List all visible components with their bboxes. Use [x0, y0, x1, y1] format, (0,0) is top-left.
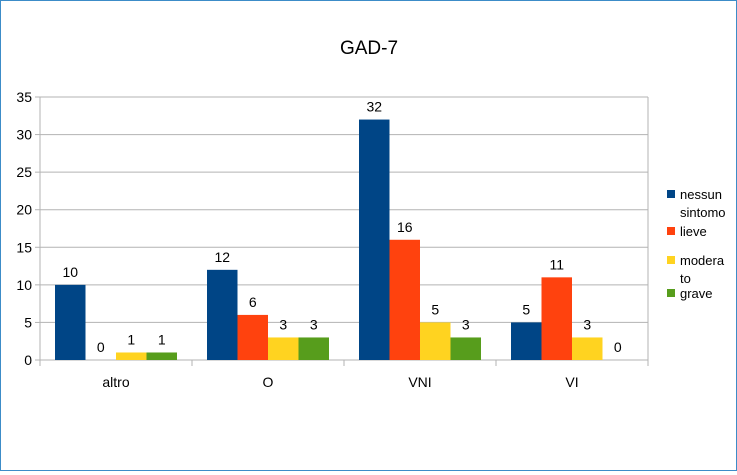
- bar-nessun-sintomo-O: [207, 269, 238, 360]
- bar-grave-VNI: [450, 337, 481, 360]
- data-label: 16: [397, 219, 413, 235]
- bar-lieve-O: [237, 314, 268, 360]
- data-label: 12: [214, 249, 230, 265]
- y-tick-label: 25: [16, 164, 32, 180]
- data-label: 3: [279, 316, 287, 332]
- data-label: 0: [97, 339, 105, 355]
- y-tick-label: 15: [16, 239, 32, 255]
- legend-label: lieve: [680, 224, 707, 239]
- bar-grave-O: [298, 337, 329, 360]
- y-tick-label: 10: [16, 277, 32, 293]
- y-axis-ticks: 0 5 10 15 20 25 30 35: [16, 89, 32, 368]
- bar-moderato-VI: [572, 337, 603, 360]
- data-label: 10: [62, 264, 78, 280]
- data-label: 3: [462, 316, 470, 332]
- x-axis-ticks: altro O VNI VI: [102, 374, 578, 390]
- data-label: 32: [366, 99, 382, 115]
- bar-lieve-VNI: [389, 239, 420, 360]
- legend-label: nessun: [680, 187, 722, 202]
- y-tick-label: 5: [24, 314, 32, 330]
- legend-label: sintomo: [680, 205, 726, 220]
- data-label: 5: [431, 301, 439, 317]
- legend-label: modera: [680, 253, 725, 268]
- bars: [55, 119, 603, 361]
- data-label: 1: [158, 331, 166, 347]
- bar-nessun-sintomo-VI: [511, 322, 542, 360]
- data-label: 3: [310, 316, 318, 332]
- x-tick-label: O: [263, 374, 274, 390]
- y-tick-label: 0: [24, 352, 32, 368]
- bar-nessun-sintomo-VNI: [359, 119, 390, 361]
- legend-swatch: [667, 256, 675, 264]
- legend-swatch: [667, 190, 675, 198]
- data-label: 11: [549, 256, 564, 272]
- bar-lieve-VI: [541, 277, 572, 360]
- legend-label: grave: [680, 286, 713, 301]
- x-tick-label: VI: [565, 374, 578, 390]
- bar-moderato-altro: [116, 352, 147, 360]
- data-label: 6: [249, 294, 257, 310]
- data-label: 0: [614, 339, 622, 355]
- x-tick-label: altro: [102, 374, 129, 390]
- data-label: 3: [583, 316, 591, 332]
- bar-moderato-O: [268, 337, 299, 360]
- bar-moderato-VNI: [420, 322, 451, 360]
- y-tick-label: 35: [16, 89, 32, 105]
- bar-nessun-sintomo-altro: [55, 284, 86, 360]
- x-tick-label: VNI: [408, 374, 431, 390]
- data-label: 5: [522, 301, 530, 317]
- data-label: 1: [127, 331, 135, 347]
- chart-title: GAD-7: [340, 38, 398, 59]
- legend-swatch: [667, 227, 675, 235]
- y-tick-label: 30: [16, 127, 32, 143]
- legend-swatch: [667, 289, 675, 297]
- y-tick-label: 20: [16, 202, 32, 218]
- bar-grave-altro: [146, 352, 177, 360]
- legend-label: to: [680, 271, 691, 286]
